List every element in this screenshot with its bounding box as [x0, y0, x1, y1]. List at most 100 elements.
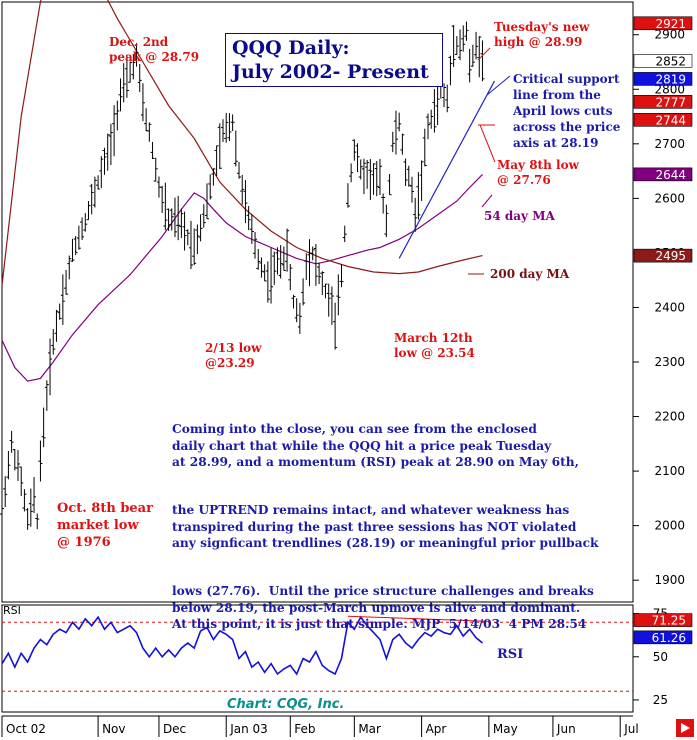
price-bar	[275, 247, 280, 275]
x-tick-label: May	[493, 722, 518, 736]
price-bar	[99, 156, 104, 189]
price-bar	[198, 214, 203, 242]
price-bar	[89, 183, 94, 215]
price-bar	[429, 109, 434, 129]
price-bar	[240, 174, 245, 205]
price-bar	[413, 197, 418, 232]
price-panel-frame	[1, 1, 634, 603]
support-trendline	[398, 80, 495, 259]
price-marker-label: 2852	[655, 54, 686, 68]
price-bar	[115, 100, 120, 131]
price-bar	[214, 145, 219, 177]
price-bar	[12, 449, 17, 471]
price-bar	[217, 123, 222, 170]
price-bar	[237, 161, 242, 179]
price-bar	[374, 161, 379, 197]
price-bar	[124, 55, 129, 98]
price-bar	[262, 264, 267, 282]
price-bar	[134, 43, 139, 67]
price-bar	[477, 36, 482, 78]
price-grid	[1, 1, 634, 713]
price-bar	[128, 61, 133, 83]
price-bar	[201, 204, 206, 228]
price-bar	[221, 119, 226, 142]
chart-subtitle: July 2002- Present	[232, 61, 429, 83]
price-marker-label: 2777	[655, 95, 686, 109]
annotation-pointer	[481, 194, 493, 208]
price-marker: 2744	[633, 113, 693, 127]
x-tick-label: Jan 03	[229, 722, 268, 736]
commentary-text: Coming into the close, you can see from …	[172, 422, 599, 631]
price-bar	[461, 25, 466, 52]
price-bar	[377, 159, 382, 196]
price-bar	[278, 245, 283, 279]
price-bar	[176, 195, 181, 241]
moving-averages	[1, 0, 483, 382]
price-bar	[272, 251, 277, 285]
price-bar	[195, 224, 200, 255]
price-bar	[384, 204, 389, 238]
y-tick-label: 2800	[654, 82, 685, 96]
x-tick-label: Mar	[358, 722, 381, 736]
rsi-divergence-line	[347, 615, 489, 622]
price-bar	[227, 113, 232, 142]
price-bar	[304, 253, 309, 280]
price-bar	[25, 508, 30, 530]
price-bar	[19, 466, 24, 497]
price-bar	[41, 407, 46, 448]
y-tick-label: 2700	[654, 137, 685, 151]
price-bar	[160, 185, 165, 213]
annotation-dec-peak: Dec. 2nd peak @ 28.79	[109, 35, 200, 64]
price-marker-label: 2819	[655, 72, 686, 86]
price-marker-label: 2644	[655, 168, 686, 182]
price-bar	[281, 246, 286, 271]
price-bar	[329, 286, 334, 325]
price-bar	[297, 302, 302, 334]
price-bar	[432, 89, 437, 133]
x-tick-label: Apr	[426, 722, 447, 736]
price-bar	[365, 159, 370, 189]
price-bar	[393, 110, 398, 155]
price-bar	[422, 128, 427, 167]
price-bar	[371, 163, 376, 195]
price-bar	[172, 197, 177, 238]
price-marker-label: 2495	[655, 249, 686, 263]
price-bar	[294, 298, 299, 323]
rsi-tick-label: 25	[653, 693, 668, 707]
series-line-54-day-ma	[1, 173, 483, 382]
price-bar	[163, 182, 168, 231]
price-bar	[349, 163, 354, 183]
price-bar	[137, 64, 142, 93]
annotation-pointer	[479, 124, 496, 163]
annotation-support-line: Critical support line from the April lows…	[513, 72, 621, 150]
price-bar	[169, 208, 174, 231]
annotation-oct-low: Oct. 8th bear market low @ 1976	[57, 501, 153, 550]
price-bar	[147, 122, 152, 142]
price-bar	[256, 248, 261, 270]
price-bar	[150, 141, 155, 160]
price-bar	[265, 261, 270, 303]
y-axis: 1900200021002200230024002500260027002800…	[633, 28, 685, 587]
price-bar	[6, 450, 11, 480]
price-bar	[80, 217, 85, 240]
price-bar	[3, 476, 8, 508]
price-bar	[35, 513, 40, 530]
price-bar	[342, 225, 347, 243]
price-marker-label: 2744	[655, 113, 686, 127]
price-bar	[118, 78, 123, 112]
price-marker: 2644	[633, 167, 693, 182]
chart-credit: Chart: CQG, Inc.	[227, 697, 345, 712]
y-tick-label: 2100	[654, 464, 685, 478]
rsi-marker: 61.26	[633, 630, 693, 645]
price-marker: 2495	[633, 248, 693, 263]
price-marker: 2921	[633, 16, 693, 31]
price-bar	[336, 274, 341, 316]
price-bar	[445, 84, 450, 113]
annotation-pointer	[486, 75, 511, 96]
x-axis: Oct 02 Nov Dec Jan 03 Feb Mar Apr May Jun Jul	[1, 715, 694, 737]
price-bar	[144, 108, 149, 132]
price-bar	[310, 246, 315, 261]
rsi-marker-label: 71.25	[652, 614, 686, 628]
rsi-line	[1, 615, 484, 676]
